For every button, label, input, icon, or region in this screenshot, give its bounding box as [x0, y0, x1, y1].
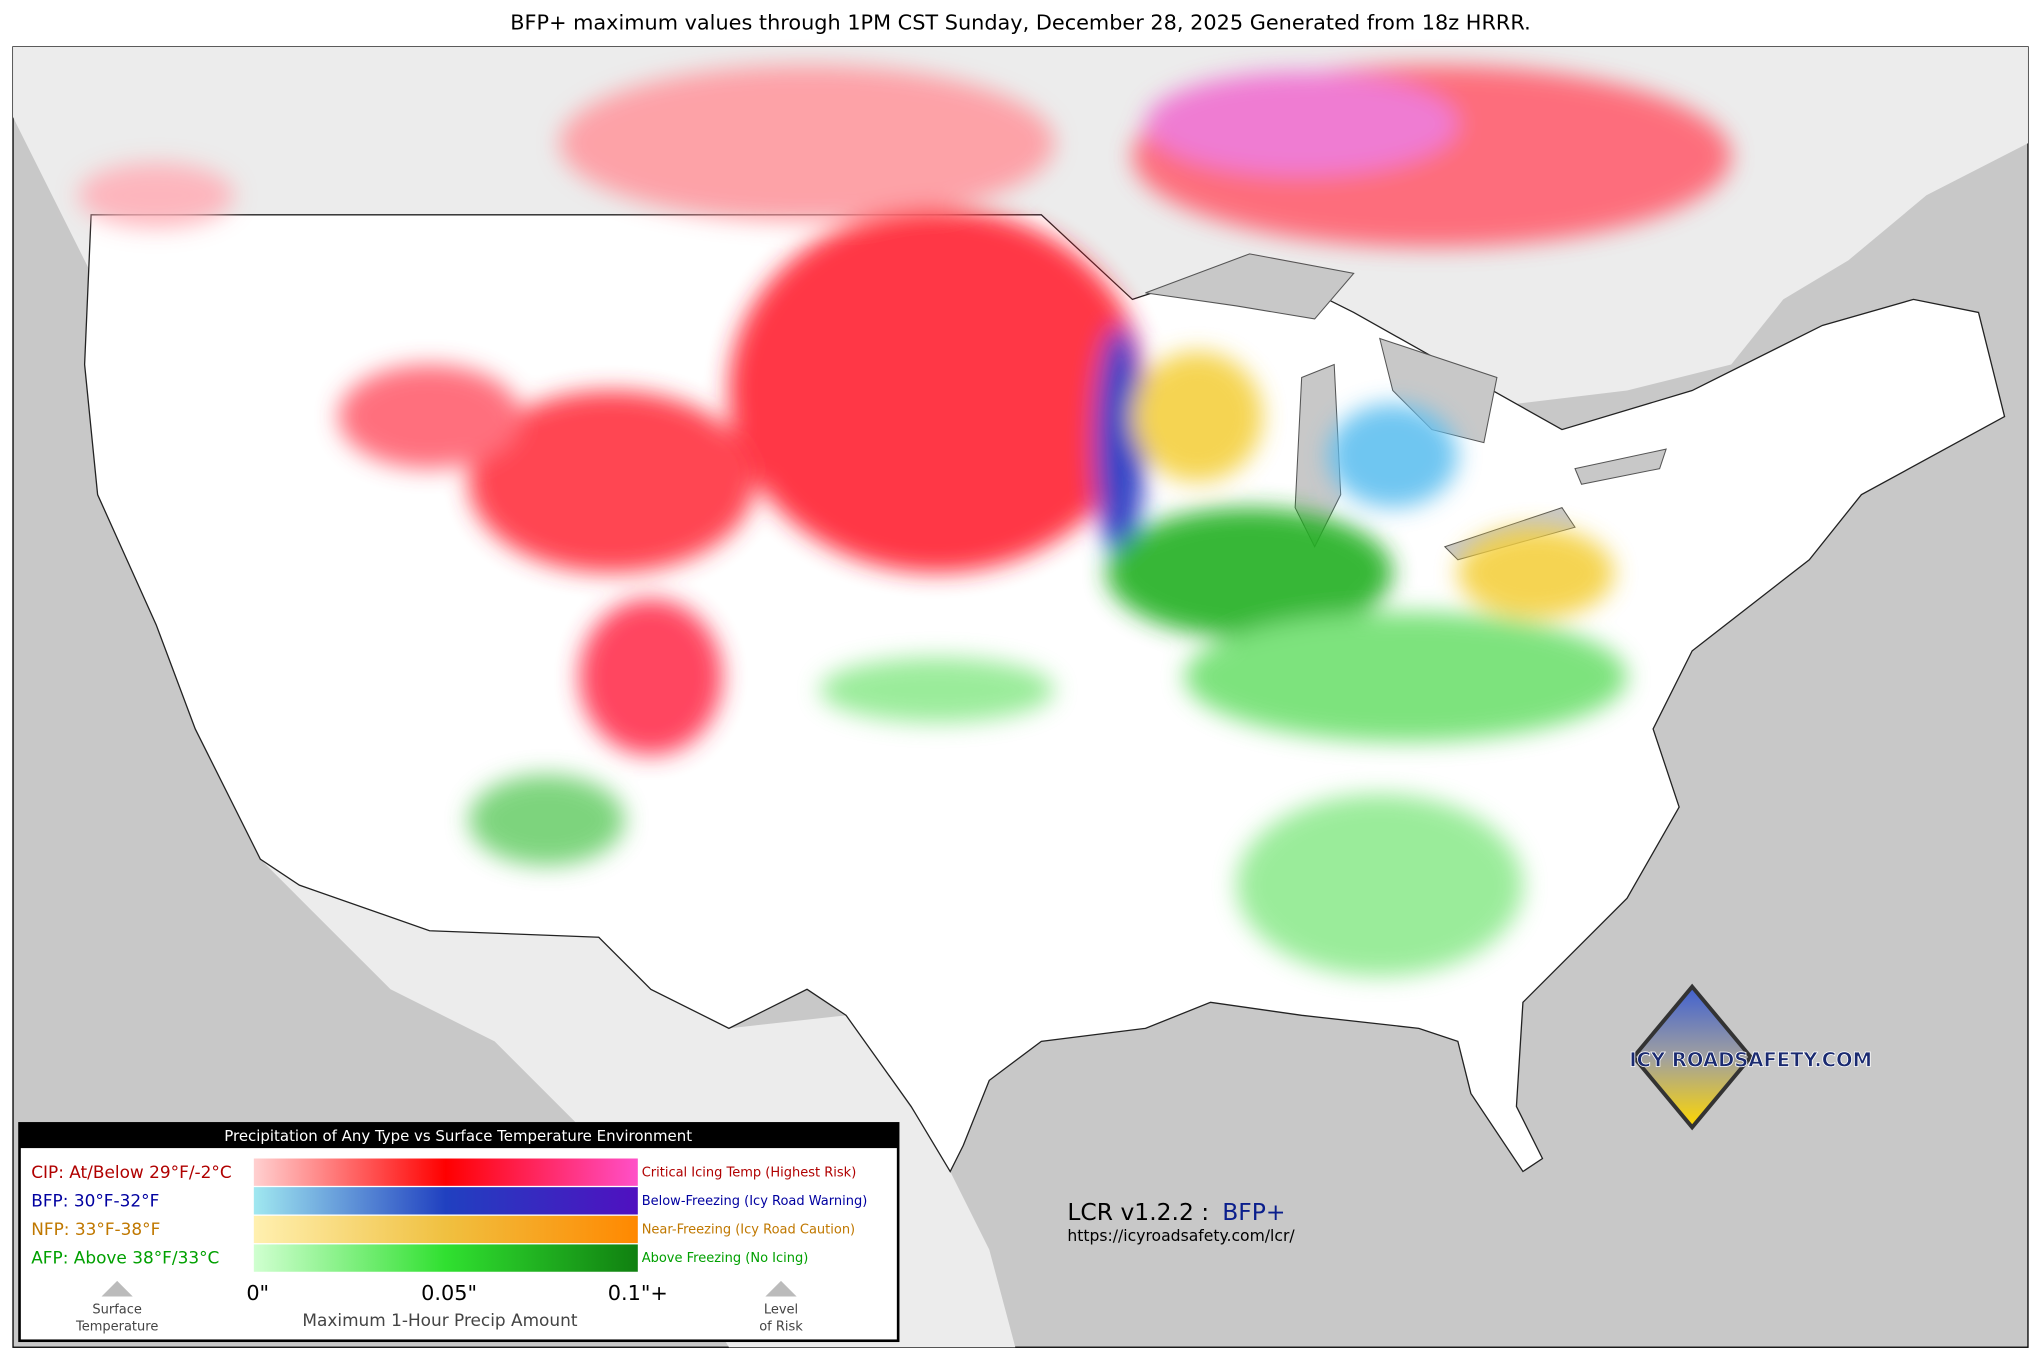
precip-cip	[338, 364, 521, 469]
lake-ontario	[1574, 448, 1667, 485]
label-line: Temperature	[75, 1319, 158, 1334]
precip-cip	[579, 598, 723, 755]
precip-afp	[468, 774, 625, 866]
legend-gradient-cip	[253, 1158, 638, 1186]
legend-labels: CIP: At/Below 29°F/-2°C BFP: 30°F-32°F N…	[31, 1162, 231, 1268]
map-title: BFP+ maximum values through 1PM CST Sund…	[510, 10, 1530, 34]
legend-label: BFP: 30°F-32°F	[31, 1190, 159, 1210]
product-label: LCR v1.2.2 : BFP+ https://icyroadsafety.c…	[1067, 1198, 1295, 1245]
logo-text: ICY ROADSAFETY.COM	[1629, 1048, 1872, 1071]
precip-bfp	[1327, 403, 1458, 508]
label-line: Level	[764, 1302, 798, 1317]
legend-label: AFP: Above 38°F/33°C	[31, 1248, 219, 1268]
product-version: LCR v1.2.2 : BFP+	[1067, 1198, 1285, 1226]
scale-tick-label: 0"	[246, 1281, 269, 1305]
product-name: BFP+	[1222, 1198, 1285, 1226]
logo: ICY ROADSAFETY.COM	[1629, 983, 1872, 1131]
legend: Precipitation of Any Type vs Surface Tem…	[18, 1122, 900, 1343]
lake-huron	[1379, 337, 1498, 444]
legend-header	[19, 1123, 899, 1149]
legend-descriptions: Critical Icing Temp (Highest Risk) Below…	[642, 1165, 868, 1266]
precip-afp-light	[820, 657, 1055, 723]
arrow-up	[101, 1280, 133, 1297]
scale-tick-label: 0.1"+	[608, 1281, 668, 1305]
precip-cip-light	[78, 162, 235, 228]
legend-description: Below-Freezing (Icy Road Warning)	[642, 1194, 868, 1209]
label-line: of Risk	[759, 1319, 803, 1334]
precip-cip	[468, 390, 755, 573]
scale-tick-label: 0.05"	[421, 1281, 477, 1305]
logo-diamond	[1631, 983, 1754, 1131]
legend-label: CIP: At/Below 29°F/-2°C	[31, 1162, 231, 1182]
precip-afp-light	[1236, 794, 1523, 977]
legend-scale-ticks: 0" 0.05" 0.1"+	[246, 1281, 668, 1305]
label-line: Surface	[92, 1302, 142, 1317]
legend-description: Near-Freezing (Icy Road Caution)	[642, 1223, 855, 1238]
precip-field	[78, 65, 1732, 977]
legend-gradient-nfp	[253, 1215, 638, 1244]
precip-cip-heavy	[1145, 71, 1458, 176]
precip-cip	[728, 208, 1146, 573]
precip-afp-heavy	[1106, 507, 1393, 638]
level-of-risk-label: Level of Risk	[759, 1302, 803, 1334]
product-url[interactable]: https://icyroadsafety.com/lcr/	[1067, 1227, 1295, 1245]
legend-title: Precipitation of Any Type vs Surface Tem…	[224, 1127, 692, 1145]
precip-afp	[1184, 611, 1628, 742]
precip-cip-light	[559, 65, 1055, 222]
legend-description: Above Freezing (No Icing)	[642, 1251, 809, 1266]
legend-gradient-bfp	[253, 1187, 638, 1215]
precip-bfp	[1093, 325, 1146, 560]
legend-label: NFP: 33°F-38°F	[31, 1219, 160, 1239]
scale-label: Maximum 1-Hour Precip Amount	[302, 1310, 577, 1330]
surface-temperature-label: Surface Temperature	[75, 1302, 158, 1334]
precip-nfp	[1457, 527, 1615, 619]
precip-nfp	[1132, 351, 1263, 482]
arrow-up	[765, 1280, 797, 1297]
legend-description: Critical Icing Temp (Highest Risk)	[642, 1165, 857, 1180]
version-text: LCR v1.2.2 :	[1067, 1198, 1209, 1226]
lake-superior	[1145, 253, 1355, 320]
legend-gradient-afp	[253, 1244, 638, 1272]
